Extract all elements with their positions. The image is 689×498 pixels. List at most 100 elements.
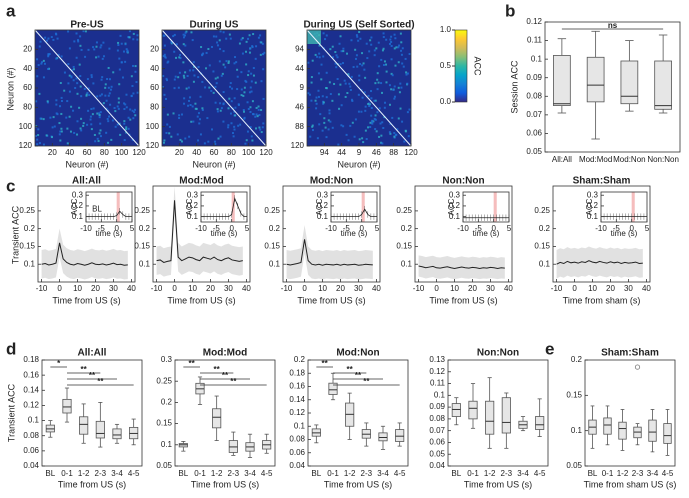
matrix-texture [215, 82, 218, 85]
matrix-texture [374, 118, 377, 121]
matrix-texture [355, 34, 358, 37]
y-tick-label: 0.15 [156, 419, 172, 428]
panel-label: b [505, 1, 515, 20]
matrix-texture [100, 78, 103, 81]
x-tick-label: 0-1 [61, 469, 73, 478]
line [556, 260, 643, 265]
matrix-texture [196, 115, 199, 118]
matrix-texture [314, 99, 317, 102]
matrix-texture [254, 81, 257, 84]
matrix-texture [257, 105, 260, 108]
y-tick-label: 88 [295, 122, 304, 131]
matrix-texture [322, 101, 325, 104]
x-tick-label: 0 [229, 224, 234, 233]
matrix-texture [202, 52, 205, 55]
matrix-texture [46, 100, 49, 103]
matrix-texture [116, 105, 119, 108]
matrix-texture [72, 68, 75, 71]
matrix-texture [192, 61, 195, 64]
matrix-texture [79, 85, 82, 88]
inset-x-label: time (s) [211, 229, 238, 238]
matrix-texture [175, 56, 178, 59]
matrix-texture [164, 97, 167, 100]
y-tick-label: 80 [150, 102, 159, 111]
matrix-texture [76, 120, 79, 123]
matrix-texture [116, 49, 119, 52]
matrix-texture [76, 133, 79, 136]
y-tick-label: 120 [291, 141, 305, 150]
box [648, 419, 657, 442]
matrix-texture [385, 81, 388, 84]
matrix-texture [120, 42, 123, 45]
x-tick-label: 20 [468, 284, 477, 293]
matrix-texture [325, 34, 328, 37]
y-tick-label: 0.13 [429, 355, 445, 364]
y-tick-label: 0.3 [72, 190, 84, 199]
matrix-texture [219, 109, 222, 112]
y-tick-label: 0.1 [317, 212, 329, 221]
box [79, 416, 89, 435]
matrix-texture [337, 93, 340, 96]
matrix-texture [233, 97, 236, 100]
matrix-texture [200, 46, 203, 49]
y-axis-label: Transient ACC [10, 205, 20, 264]
matrix-texture [36, 143, 39, 146]
matrix-texture [173, 33, 176, 36]
matrix-texture [334, 62, 337, 65]
matrix-texture [60, 112, 63, 115]
matrix-texture [337, 143, 340, 146]
matrix-texture [67, 30, 70, 33]
matrix-texture [357, 110, 360, 113]
x-tick-label: 4-5 [261, 469, 273, 478]
matrix-texture [408, 53, 411, 56]
matrix-texture [79, 44, 82, 47]
matrix-texture [316, 55, 319, 58]
matrix-texture [92, 107, 95, 110]
matrix-texture [51, 126, 54, 129]
matrix-texture [87, 109, 90, 112]
matrix-texture [191, 39, 194, 42]
matrix-texture [68, 47, 71, 50]
matrix-texture [385, 38, 388, 41]
x-tick-label: Non:Non [647, 155, 679, 164]
matrix-texture [317, 89, 320, 92]
matrix-texture [197, 112, 200, 115]
matrix-texture [179, 53, 182, 56]
matrix-texture [389, 132, 392, 135]
matrix-texture [232, 135, 235, 138]
matrix-texture [87, 48, 90, 51]
matrix-texture [114, 125, 117, 128]
error-band [41, 228, 128, 280]
y-tick-label: 0.09 [526, 73, 542, 82]
matrix-texture [230, 100, 233, 103]
x-tick-label: -10 [325, 224, 337, 233]
matrix-texture [252, 67, 255, 70]
matrix-texture [123, 102, 126, 105]
y-tick-label: 0.18 [289, 368, 305, 377]
matrix-texture [124, 60, 127, 63]
y-tick-label: 0.2 [587, 201, 599, 210]
matrix-texture [256, 115, 259, 118]
x-tick-label: 40 [642, 284, 651, 293]
matrix-texture [229, 85, 232, 88]
y-tick-label: 0.14 [289, 395, 305, 404]
matrix-texture [117, 101, 120, 104]
x-tick-label: -10 [80, 224, 92, 233]
matrix-texture [58, 122, 61, 125]
matrix-texture [123, 50, 126, 53]
matrix-texture [126, 50, 129, 53]
matrix-texture [376, 78, 379, 81]
matrix-texture [357, 93, 360, 96]
matrix-texture [354, 118, 357, 121]
matrix-texture [77, 39, 80, 42]
matrix-texture [393, 47, 396, 50]
matrix-texture [258, 126, 261, 129]
matrix-texture [318, 123, 321, 126]
y-tick-label: 94 [295, 44, 304, 53]
matrix-texture [369, 121, 372, 124]
significance-label: ns [608, 21, 618, 30]
inset-line [201, 197, 247, 218]
y-tick-label: 0.1 [434, 390, 446, 399]
matrix-texture [370, 36, 373, 39]
matrix-texture [317, 72, 320, 75]
